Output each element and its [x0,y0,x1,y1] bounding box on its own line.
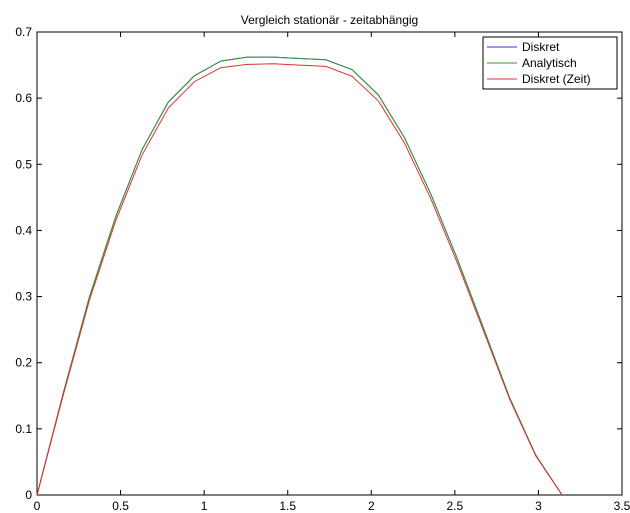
y-tick-label: 0.5 [15,157,32,171]
legend-label: Diskret [522,40,560,54]
legend-label: Analytisch [522,56,577,70]
x-tick-label: 0 [34,499,41,513]
x-tick-label: 0.5 [112,499,129,513]
x-tick-label: 3 [535,499,542,513]
series-line-diskret-zeit [36,63,563,496]
y-tick-label: 0.4 [15,223,32,237]
x-tick-label: 2 [368,499,375,513]
x-tick-label: 3.5 [614,499,630,513]
y-tick-label: 0.2 [15,356,32,370]
series-lines [36,56,563,496]
y-tick-label: 0.3 [15,290,32,304]
legend: Diskret Analytisch Diskret (Zeit) [482,36,618,90]
x-axis: 0 0.5 1 1.5 2 2.5 3 3.5 [34,32,630,513]
x-tick-label: 1 [201,499,208,513]
y-tick-label: 0 [25,488,32,502]
y-axis: 0 0.1 0.2 0.3 0.4 0.5 0.6 0.7 [15,25,622,502]
x-tick-label: 2.5 [447,499,464,513]
legend-label: Diskret (Zeit) [522,72,591,86]
y-tick-label: 0.6 [15,91,32,105]
series-line-analytisch [36,56,563,496]
y-tick-label: 0.1 [15,422,32,436]
y-tick-label: 0.7 [15,25,32,39]
x-tick-label: 1.5 [279,499,296,513]
chart-title: Vergleich stationär - zeitabhängig [241,13,418,27]
plot-area [36,31,623,496]
